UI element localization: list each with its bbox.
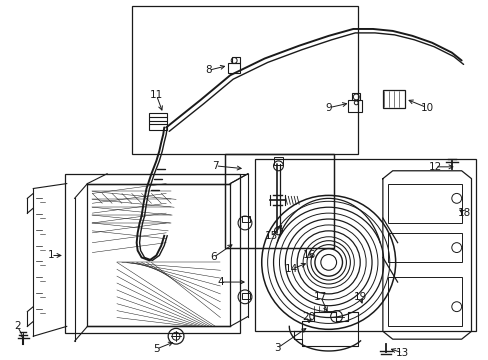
Text: 17: 17 — [314, 292, 327, 302]
Bar — [232, 57, 240, 63]
Bar — [387, 184, 461, 223]
Text: 20: 20 — [302, 311, 315, 321]
Bar — [387, 277, 461, 327]
Bar — [382, 90, 404, 108]
Text: 9: 9 — [325, 103, 331, 113]
Text: 8: 8 — [205, 65, 211, 75]
Bar — [228, 63, 240, 73]
Bar — [149, 113, 167, 130]
Text: 5: 5 — [153, 344, 160, 354]
Bar — [273, 157, 283, 165]
Bar — [347, 100, 362, 112]
Bar — [225, 154, 333, 248]
Text: 12: 12 — [427, 162, 441, 172]
Text: 15: 15 — [264, 231, 278, 241]
Bar — [352, 93, 360, 100]
Text: 6: 6 — [210, 252, 216, 262]
Bar — [254, 159, 475, 331]
Bar — [242, 216, 249, 222]
Text: 2: 2 — [14, 321, 21, 331]
Text: 1: 1 — [47, 251, 54, 261]
Text: 18: 18 — [457, 208, 470, 218]
Bar — [225, 154, 333, 248]
Text: 19: 19 — [353, 292, 366, 302]
Bar — [387, 233, 461, 262]
Text: 10: 10 — [420, 103, 433, 113]
Text: 14: 14 — [284, 264, 297, 274]
Bar — [64, 174, 240, 333]
Bar — [131, 6, 358, 154]
Bar — [242, 293, 249, 299]
Text: 13: 13 — [395, 348, 408, 358]
Text: 11: 11 — [149, 90, 163, 100]
Text: 16: 16 — [302, 251, 315, 261]
Text: 4: 4 — [217, 277, 223, 287]
Text: 3: 3 — [274, 343, 280, 353]
Text: 7: 7 — [212, 161, 218, 171]
